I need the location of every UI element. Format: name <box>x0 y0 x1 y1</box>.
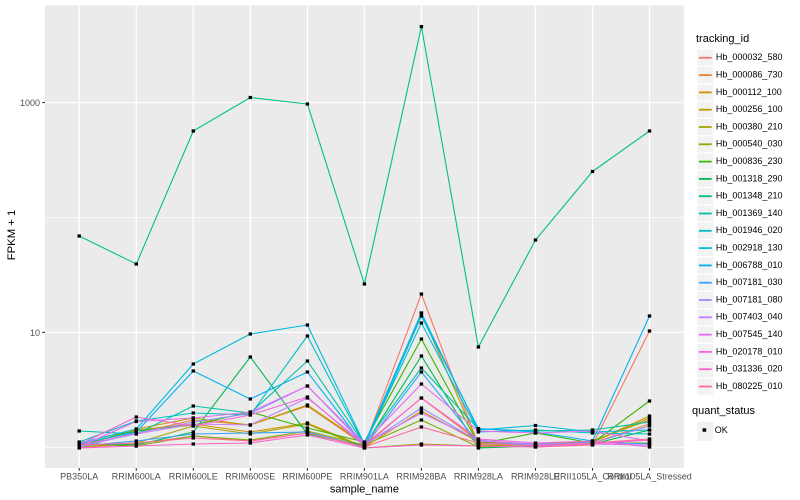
svg-text:RRIM928BA: RRIM928BA <box>396 472 446 482</box>
svg-text:tracking_id: tracking_id <box>696 33 749 45</box>
svg-text:Hb_001348_210: Hb_001348_210 <box>716 191 783 201</box>
svg-text:Hb_001318_290: Hb_001318_290 <box>716 173 783 183</box>
svg-text:Hb_000540_030: Hb_000540_030 <box>716 139 783 149</box>
svg-text:Hb_020178_010: Hb_020178_010 <box>716 346 783 356</box>
svg-text:Hb_001369_140: Hb_001369_140 <box>716 208 783 218</box>
svg-text:Hb_000380_210: Hb_000380_210 <box>716 121 783 131</box>
svg-text:Hb_031336_020: Hb_031336_020 <box>716 364 783 374</box>
svg-text:OK: OK <box>715 425 728 435</box>
svg-text:quant_status: quant_status <box>692 405 755 417</box>
svg-text:Hb_000032_580: Hb_000032_580 <box>716 52 783 62</box>
svg-text:Hb_002918_130: Hb_002918_130 <box>716 243 783 253</box>
svg-text:Hb_006788_010: Hb_006788_010 <box>716 260 783 270</box>
svg-text:Hb_007545_140: Hb_007545_140 <box>716 329 783 339</box>
svg-text:RRIM600PE: RRIM600PE <box>282 472 332 482</box>
svg-text:RRIM600LA: RRIM600LA <box>112 472 161 482</box>
svg-text:Hb_001946_020: Hb_001946_020 <box>716 225 783 235</box>
svg-text:10: 10 <box>30 328 40 338</box>
svg-text:Hb_007181_080: Hb_007181_080 <box>716 294 783 304</box>
svg-text:Hb_000086_730: Hb_000086_730 <box>716 70 783 80</box>
svg-text:sample_name: sample_name <box>330 484 399 496</box>
svg-text:RRII105LA_Control: RRII105LA_Control <box>553 472 631 482</box>
svg-text:RRIM928LE: RRIM928LE <box>511 472 560 482</box>
svg-text:Hb_000112_100: Hb_000112_100 <box>716 87 782 97</box>
svg-text:RRII105LA_Stressed: RRII105LA_Stressed <box>607 472 692 482</box>
svg-text:Hb_007181_030: Hb_007181_030 <box>716 277 783 287</box>
svg-text:RRIM600LE: RRIM600LE <box>169 472 218 482</box>
svg-text:PB350LA: PB350LA <box>60 472 98 482</box>
svg-text:1000: 1000 <box>20 98 40 108</box>
svg-text:RRIM901LA: RRIM901LA <box>340 472 389 482</box>
svg-text:Hb_000256_100: Hb_000256_100 <box>716 104 783 114</box>
svg-text:RRIM600SE: RRIM600SE <box>225 472 275 482</box>
svg-text:RRIM928LA: RRIM928LA <box>454 472 503 482</box>
svg-text:Hb_007403_040: Hb_007403_040 <box>716 312 783 322</box>
svg-text:FPKM + 1: FPKM + 1 <box>6 210 18 261</box>
svg-text:Hb_080225_010: Hb_080225_010 <box>716 381 783 391</box>
svg-text:Hb_000836_230: Hb_000836_230 <box>716 156 783 166</box>
